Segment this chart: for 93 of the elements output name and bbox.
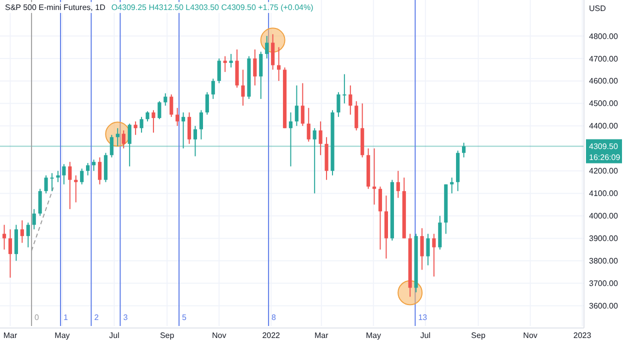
candlestick — [98, 156, 102, 185]
chart-subtitle: O4309.25 H4312.50 L4303.50 C4309.50 +1.75 (+0.04%) — [111, 3, 314, 12]
candlestick — [205, 92, 209, 116]
x-tick-label: Sep — [471, 331, 486, 340]
x-tick-label: 2023 — [573, 331, 592, 340]
candlestick — [182, 112, 186, 149]
candlestick — [68, 161, 72, 210]
candlestick — [8, 228, 12, 278]
y-tick-label: 4400.00 — [589, 122, 618, 131]
y-tick-label: 4200.00 — [589, 166, 618, 176]
candlestick — [318, 120, 322, 156]
candlestick — [265, 35, 269, 59]
candlestick — [300, 82, 304, 126]
candlestick — [241, 69, 245, 106]
ref-line-label: 13 — [418, 313, 428, 322]
ref-line-label: 3 — [123, 313, 128, 322]
y-tick-label: 3700.00 — [589, 279, 618, 288]
candlestick — [271, 34, 275, 70]
y-tick-label: 3800.00 — [589, 256, 618, 266]
candlestick — [26, 222, 30, 248]
candlestick — [450, 177, 454, 194]
candlestick — [217, 58, 221, 84]
y-tick-label: 3900.00 — [589, 234, 618, 244]
candlestick — [164, 92, 168, 106]
text: 16:26:09 — [589, 153, 621, 162]
candlestick — [20, 220, 24, 244]
candlestick — [44, 174, 48, 194]
candlestick — [80, 168, 84, 185]
x-tick-label: Nov — [212, 331, 226, 340]
candlestick — [110, 134, 114, 158]
x-tick-label: Mar — [314, 331, 329, 340]
x-tick-label: Nov — [523, 331, 538, 340]
y-tick-label: 4100.00 — [589, 189, 618, 198]
x-tick-label: Sep — [160, 331, 175, 340]
candlestick — [312, 128, 316, 194]
ref-line-label: 5 — [182, 313, 188, 322]
candlestick — [426, 233, 430, 266]
y-tick-label: 4600.00 — [589, 76, 618, 86]
ref-line-label: 0 — [34, 313, 40, 322]
candlestick — [259, 51, 263, 100]
candlestick — [2, 224, 6, 250]
x-tick-label: Jul — [109, 331, 120, 340]
candlestick — [354, 100, 358, 131]
candlestick — [336, 92, 340, 118]
candlestick — [86, 162, 90, 176]
candlestick — [229, 53, 233, 68]
chart-title: S&P 500 E-mini Futures, 1D — [5, 3, 106, 12]
y-tick-label: 4000.00 — [589, 212, 618, 221]
candlestick — [50, 172, 54, 192]
candlestick — [348, 84, 352, 116]
candlestick — [294, 84, 298, 126]
candlestick — [378, 186, 382, 250]
candlestick — [128, 123, 132, 167]
candlestick — [306, 107, 310, 142]
candlestick — [56, 170, 60, 183]
candlestick — [342, 74, 346, 104]
ref-line-label: 1 — [64, 313, 69, 322]
candlestick — [170, 94, 174, 118]
candlestick — [176, 107, 180, 126]
y-tick-label: 4800.00 — [589, 32, 618, 41]
x-tick-label: Jul — [420, 331, 431, 340]
candlestick — [396, 170, 400, 198]
candlestick — [193, 125, 198, 157]
candlestick — [211, 78, 215, 100]
x-tick-label: 2022 — [262, 331, 281, 340]
candlestick — [462, 142, 466, 158]
candlestick — [276, 46, 281, 82]
candlestick — [199, 110, 203, 140]
candlestick — [152, 110, 156, 134]
y-tick-label: 4500.00 — [589, 99, 618, 108]
candlestick — [122, 130, 126, 149]
ref-line-label: 8 — [272, 313, 277, 322]
candlestick — [372, 148, 376, 206]
x-tick-label: Mar — [3, 331, 18, 340]
candlestick — [32, 208, 36, 230]
ref-line-label: 4309.50 — [589, 142, 618, 152]
candlestick — [158, 100, 162, 120]
y-tick-label: 4700.00 — [589, 54, 618, 64]
x-tick-label: May — [366, 331, 381, 340]
candlestick — [187, 112, 192, 144]
candlestick — [288, 112, 293, 167]
candlestick — [140, 116, 144, 134]
y-tick-label: 3600.00 — [589, 302, 618, 311]
candlestick — [38, 188, 42, 216]
candlestick — [253, 48, 257, 86]
candlestick — [146, 110, 150, 122]
x-tick-label: May — [54, 331, 70, 340]
candlestick — [432, 233, 436, 278]
candlestick — [62, 164, 66, 185]
candlestick — [223, 56, 227, 72]
y-axis-title: USD — [589, 4, 606, 13]
candlestick — [420, 228, 424, 270]
ref-line-label: 2 — [94, 313, 100, 322]
